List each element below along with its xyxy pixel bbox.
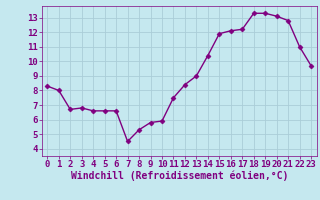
X-axis label: Windchill (Refroidissement éolien,°C): Windchill (Refroidissement éolien,°C)	[70, 171, 288, 181]
